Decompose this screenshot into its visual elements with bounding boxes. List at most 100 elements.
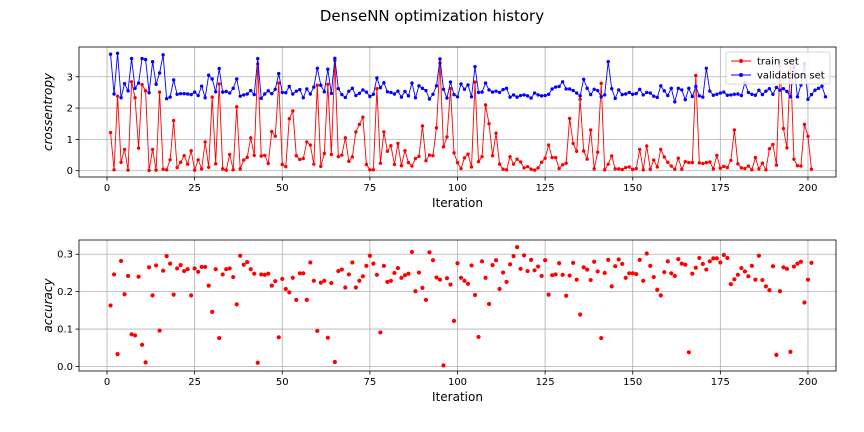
data-point	[445, 96, 449, 100]
data-point	[473, 80, 477, 84]
data-point	[557, 166, 561, 171]
data-point	[290, 275, 295, 280]
data-point	[147, 168, 151, 173]
data-point	[224, 267, 229, 272]
data-point	[210, 95, 214, 99]
data-point	[805, 277, 811, 282]
data-point	[346, 272, 351, 277]
data-point	[277, 71, 281, 76]
data-point	[388, 278, 394, 283]
data-point	[722, 90, 726, 94]
data-point	[119, 160, 123, 164]
data-point	[136, 81, 141, 85]
data-point	[567, 87, 572, 91]
data-point	[648, 91, 652, 95]
data-point	[480, 154, 484, 159]
data-point	[669, 164, 673, 168]
data-point	[760, 92, 765, 97]
data-point	[806, 97, 810, 102]
data-point	[336, 268, 341, 274]
data-point	[469, 263, 474, 268]
data-point	[487, 122, 491, 126]
data-point	[497, 162, 502, 166]
data-point	[638, 147, 642, 152]
data-point	[199, 264, 204, 270]
data-point	[557, 84, 561, 89]
data-point	[336, 86, 341, 91]
data-point	[669, 271, 674, 276]
data-point	[595, 269, 600, 274]
data-point	[357, 122, 362, 127]
data-point	[224, 168, 228, 172]
data-point	[683, 262, 688, 267]
data-point	[574, 91, 579, 95]
data-point	[655, 287, 660, 292]
data-point	[340, 92, 344, 97]
data-point	[203, 96, 207, 100]
data-point	[371, 261, 376, 266]
accuracy-ticks: 0 25 50 75 100 125 150 175 200 0.0 0.1 0.2 0.3	[57, 250, 817, 388]
data-point	[799, 164, 803, 168]
data-point	[507, 262, 513, 267]
data-point	[220, 90, 225, 94]
data-point	[634, 271, 639, 277]
data-point	[410, 164, 414, 168]
data-point	[486, 301, 492, 307]
data-point	[301, 156, 305, 161]
data-point	[139, 342, 145, 347]
data-point	[592, 259, 597, 264]
data-point	[325, 335, 330, 340]
data-point	[673, 167, 677, 171]
data-point	[420, 285, 425, 291]
data-point	[497, 286, 502, 292]
data-point	[518, 93, 523, 98]
data-point	[753, 277, 758, 282]
data-point	[683, 97, 687, 102]
data-point	[273, 279, 278, 284]
data-point	[245, 92, 249, 96]
data-point	[192, 168, 197, 172]
data-point	[273, 87, 277, 91]
data-point	[493, 258, 499, 263]
data-point	[777, 289, 783, 294]
data-point	[760, 277, 765, 283]
data-point	[472, 292, 478, 298]
data-point	[581, 77, 586, 81]
data-point	[382, 130, 386, 134]
data-point	[304, 297, 309, 302]
data-point	[199, 167, 204, 171]
data-point	[704, 66, 709, 71]
data-point	[409, 249, 415, 255]
data-point	[364, 162, 369, 167]
data-point	[133, 96, 137, 100]
data-point	[263, 92, 267, 96]
data-point	[389, 143, 393, 148]
data-point	[424, 88, 428, 93]
data-point	[210, 77, 214, 81]
data-point	[154, 82, 158, 86]
data-point	[448, 282, 453, 287]
data-point	[735, 272, 740, 277]
data-point	[361, 88, 365, 92]
data-point	[280, 162, 284, 167]
accuracy-grid	[79, 240, 836, 371]
data-point	[522, 93, 526, 97]
data-point	[690, 271, 695, 276]
data-point	[750, 168, 754, 172]
data-point	[665, 259, 670, 264]
data-point	[213, 162, 218, 166]
x-tick-label: 125	[536, 183, 555, 194]
data-point	[178, 91, 183, 96]
data-point	[385, 149, 390, 154]
data-point	[729, 93, 733, 97]
data-point	[238, 253, 243, 258]
data-point	[427, 97, 432, 101]
data-point	[192, 90, 197, 94]
x-tick-label: 125	[536, 377, 555, 388]
data-point	[529, 257, 534, 262]
data-point	[378, 330, 383, 335]
crossentropy-y-axis-label: crossentropy	[41, 72, 55, 151]
data-point	[269, 283, 274, 288]
data-point	[617, 167, 621, 171]
data-point	[312, 85, 316, 89]
